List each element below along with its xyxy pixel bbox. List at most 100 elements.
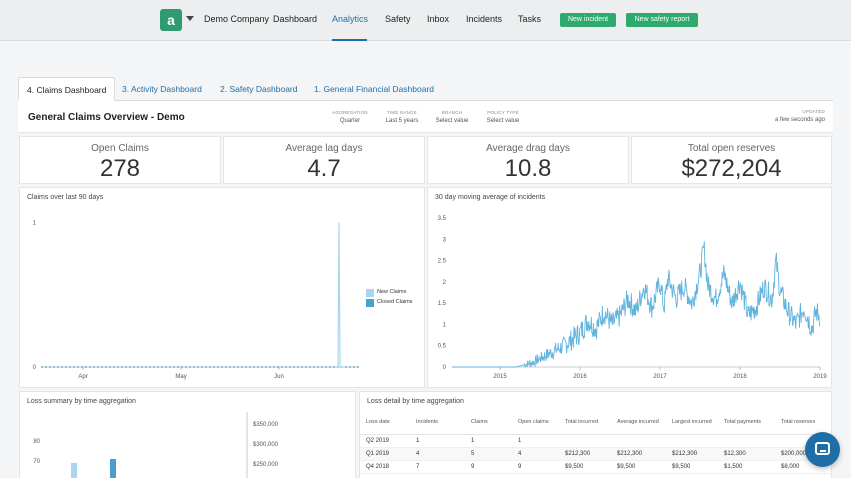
closed-claims-point [41,366,43,368]
nav-incidents[interactable]: Incidents [466,14,503,24]
closed-claims-point [281,366,283,368]
nav-dashboard[interactable]: Dashboard [273,14,318,24]
dashboard-header: General Claims Overview - Demo AGGREGATI… [18,101,833,133]
closed-claims-point [77,366,79,368]
kpi-total-open-reserves: Total open reserves $272,204 [631,136,832,184]
y-tick-label-left: 80 [33,439,40,445]
closed-claims-point [333,366,335,368]
x-tick-label: 2016 [573,374,587,380]
closed-claims-point [181,366,183,368]
column-header[interactable]: Incidents [410,410,465,435]
y-tick-label: 0 [443,365,447,371]
closed-claims-point [129,366,131,368]
column-header[interactable]: Open claims [512,410,559,435]
column-header[interactable]: Total payments [718,410,775,435]
company-name[interactable]: Demo Company [204,14,270,24]
y-tick-label: 1 [33,220,37,226]
table-row[interactable]: Q2 2019 1 1 1 [360,434,831,448]
closed-claims-point [105,366,107,368]
nav-safety[interactable]: Safety [385,14,411,24]
x-tick-label: 2019 [813,374,827,380]
new-incident-button[interactable]: New incident [560,13,616,27]
nav-inbox[interactable]: Inbox [427,14,450,24]
closed-claims-point [85,366,87,368]
tab-financial-dashboard[interactable]: 1. General Financial Dashboard [314,84,435,94]
closed-claims-point [237,366,239,368]
y-tick-label: 0 [33,365,37,371]
claims-90-days-panel: Claims over last 90 days 0 1 Apr May Jun New… [19,187,425,388]
closed-claims-point [133,366,135,368]
closed-claims-point [169,366,171,368]
column-header[interactable]: Claims [465,410,512,435]
x-tick-label: 2015 [493,374,507,380]
logo-icon[interactable]: a [160,9,182,31]
closed-claims-point [49,366,51,368]
tab-safety-dashboard[interactable]: 2. Safety Dashboard [220,84,298,94]
filter-aggregation[interactable]: AGGREGATION Quarter [332,110,368,124]
closed-claims-point [313,366,315,368]
closed-claims-point [217,366,219,368]
closed-claims-point [297,366,299,368]
column-header[interactable]: Largest incurred [666,410,718,435]
nav-analytics[interactable]: Analytics [332,14,369,24]
closed-claims-point [209,366,211,368]
y-tick-label: 1.5 [438,301,447,307]
closed-claims-point [265,366,267,368]
y-tick-label-right: $250,000 [253,462,279,468]
closed-claims-point [173,366,175,368]
closed-claims-point [97,366,99,368]
closed-claims-point [345,366,347,368]
closed-claims-point [325,366,327,368]
column-header[interactable]: Average incurred [611,410,666,435]
closed-claims-point [53,366,55,368]
chart-title: Claims over last 90 days [27,194,104,201]
closed-claims-point [261,366,263,368]
closed-claims-point [89,366,91,368]
closed-claims-point [273,366,275,368]
closed-claims-point [321,366,323,368]
x-tick-label: Apr [78,374,87,380]
table-row[interactable]: Q4 2018 7 9 9 $9,500 $9,500 $9,500 $1,50… [360,460,831,474]
table-row[interactable]: Q1 2019 4 5 4 $212,300 $212,300 $212,300… [360,447,831,461]
filter-time-range[interactable]: TIME RANGE Last 5 years [385,110,419,124]
closed-claims-point [317,366,319,368]
active-nav-indicator [332,39,367,41]
loss-detail-panel: Loss detail by time aggregation Loss dat… [359,391,832,478]
closed-claims-point [349,366,351,368]
y-tick-label: 3.5 [438,216,447,222]
chat-button[interactable] [805,432,840,467]
closed-claims-point [81,366,83,368]
filter-branch[interactable]: BRANCH Select value [435,110,469,124]
table-header-row: Loss date Incidents Claims Open claims T… [360,410,831,435]
nav-tasks[interactable]: Tasks [518,14,542,24]
x-tick-label: May [175,374,186,380]
tab-activity-dashboard[interactable]: 3. Activity Dashboard [122,84,202,94]
updated-info: UPDATED a few seconds ago [774,109,825,123]
y-tick-label: 1 [443,322,447,328]
closed-claims-point [309,366,311,368]
filter-policy-type[interactable]: POLICY TYPE Select value [486,110,520,124]
new-safety-report-button[interactable]: New safety report [626,13,698,27]
y-tick-label: 0.5 [438,344,447,350]
closed-claims-point [253,366,255,368]
moving-average-chart: 0 0.5 1 1.5 2 2.5 3 3.5 2015 2016 2017 2018 2019 [438,216,828,380]
tab-claims-dashboard[interactable]: 4. Claims Dashboard [18,77,116,101]
closed-claims-point [245,366,247,368]
page-title: General Claims Overview - Demo [28,112,185,123]
chevron-down-icon[interactable] [186,16,194,21]
y-tick-label: 2.5 [438,259,447,265]
closed-claims-point [93,366,95,368]
column-header[interactable]: Total incurred [559,410,611,435]
x-tick-label: 2018 [733,374,747,380]
y-tick-label-right: $350,000 [253,422,279,428]
closed-claims-point [113,366,115,368]
closed-claims-point [249,366,251,368]
closed-claims-point [233,366,235,368]
kpi-open-claims: Open Claims 278 [19,136,221,184]
column-header[interactable]: Total reserves [775,410,831,435]
claims-90-days-chart: 0 1 Apr May Jun [33,220,359,380]
new-claims-line [335,222,344,368]
column-header[interactable]: Loss date [360,410,410,435]
closed-claims-point [45,366,47,368]
closed-claims-point [293,366,295,368]
